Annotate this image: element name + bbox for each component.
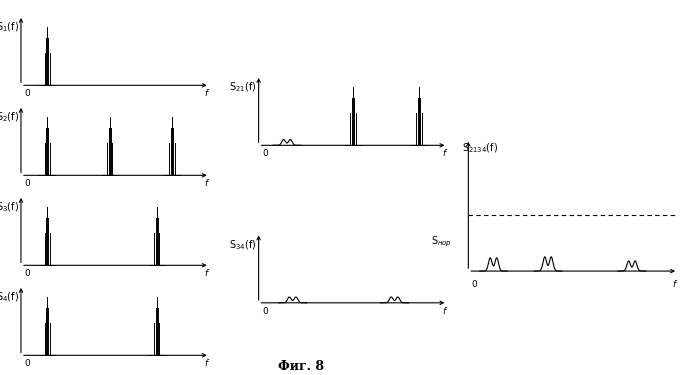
Text: f: f <box>205 179 208 188</box>
Text: f: f <box>205 89 208 98</box>
Text: 0: 0 <box>24 89 31 98</box>
Text: 0: 0 <box>24 359 31 368</box>
Text: S$_{21}$(f): S$_{21}$(f) <box>229 81 257 94</box>
Text: 0: 0 <box>262 149 268 158</box>
Text: S$_{2134}$(f): S$_{2134}$(f) <box>462 141 498 155</box>
Text: 0: 0 <box>24 269 31 278</box>
Text: 0: 0 <box>472 280 477 289</box>
Text: 0: 0 <box>262 307 268 316</box>
Text: S$_3$(f): S$_3$(f) <box>0 201 19 214</box>
Text: f: f <box>673 280 676 289</box>
Text: S$_1$(f): S$_1$(f) <box>0 21 19 34</box>
Text: S$_{нор}$: S$_{нор}$ <box>431 235 452 249</box>
Text: f: f <box>205 359 208 368</box>
Text: S$_2$(f): S$_2$(f) <box>0 111 19 124</box>
Text: S$_4$(f): S$_4$(f) <box>0 291 19 304</box>
Text: f: f <box>442 307 445 316</box>
Text: 0: 0 <box>24 179 31 188</box>
Text: S$_{34}$(f): S$_{34}$(f) <box>229 238 257 252</box>
Text: Фиг. 8: Фиг. 8 <box>278 360 324 373</box>
Text: f: f <box>205 269 208 278</box>
Text: f: f <box>442 149 445 158</box>
